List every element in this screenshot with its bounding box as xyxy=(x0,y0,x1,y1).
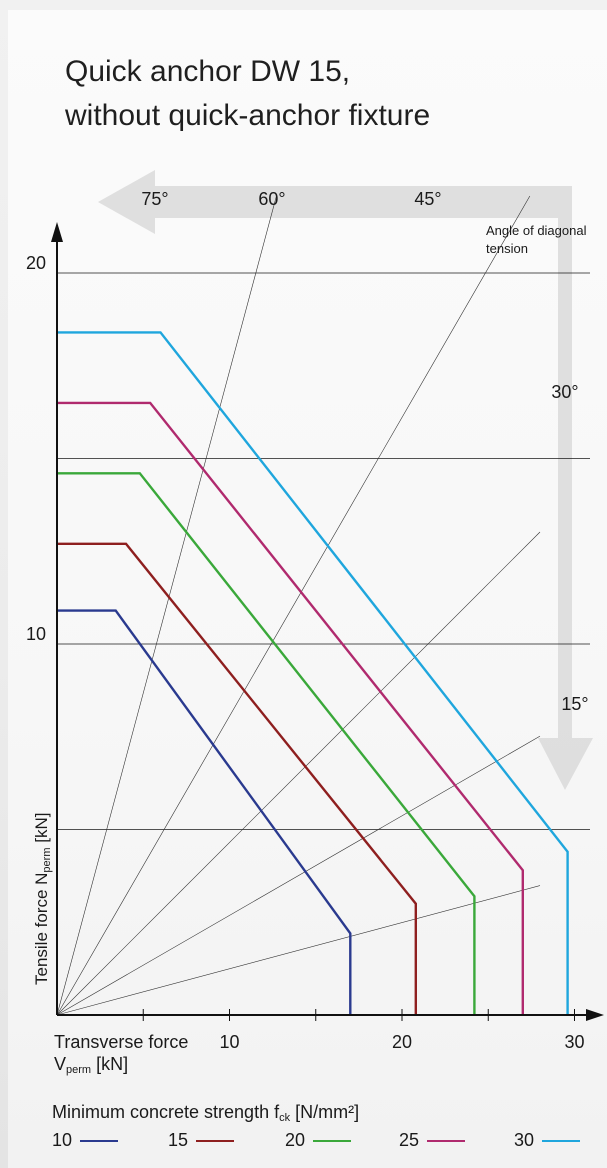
y-axis-label-sub: perm xyxy=(41,847,53,873)
legend-swatch xyxy=(196,1140,235,1143)
angle-ray-60 xyxy=(56,195,531,1016)
angle-ray-75 xyxy=(56,195,277,1016)
angle-arrow-shape xyxy=(98,170,593,790)
chart-title-line2: without quick-anchor fixture xyxy=(65,99,431,132)
legend-title-main: Minimum concrete strength f xyxy=(52,1102,280,1122)
legend-label: 15 xyxy=(168,1130,189,1150)
x-axis-arrowhead xyxy=(586,1009,604,1021)
legend-swatch xyxy=(313,1140,352,1143)
legend-label: 30 xyxy=(514,1130,535,1150)
angle-title: Angle of diagonal tension xyxy=(486,223,587,256)
tick-labels: 10 20 30 10 20 xyxy=(26,253,585,1052)
y-axis-label: Tensile force Nperm [kN] xyxy=(32,813,53,985)
y-tick-label-10: 10 xyxy=(26,624,46,644)
x-axis-label-main: V xyxy=(54,1054,67,1074)
series-line-20 xyxy=(57,472,476,1015)
legend-label: 25 xyxy=(399,1130,420,1150)
series-line-25 xyxy=(57,401,524,1015)
axes xyxy=(51,222,604,1021)
x-axis-label-sub: perm xyxy=(66,1064,92,1076)
legend-swatch xyxy=(542,1140,581,1143)
legend-title-sub: ck xyxy=(279,1112,291,1124)
legend-item-15: 15 xyxy=(168,1130,235,1151)
y-axis-arrowhead xyxy=(51,222,63,242)
legend-swatch xyxy=(80,1140,119,1143)
legend-title: Minimum concrete strength fck [N/mm²] xyxy=(52,1102,359,1124)
chart-title-line1: Quick anchor DW 15, xyxy=(65,55,351,88)
series-lines xyxy=(57,331,569,1015)
angle-ray-30 xyxy=(56,735,541,1016)
angle-label-15: 15° xyxy=(561,694,588,714)
legend-item-30: 30 xyxy=(514,1130,581,1151)
angle-ray-15 xyxy=(56,885,541,1016)
angle-labels: 75° 60° 45° 30° 15° xyxy=(141,189,588,714)
y-axis-label-main: Tensile force N xyxy=(32,872,51,985)
y-axis-label-unit: [kN] xyxy=(32,812,51,848)
angle-label-45: 45° xyxy=(414,189,441,209)
angle-label-75: 75° xyxy=(141,189,168,209)
series-line-30 xyxy=(57,331,569,1015)
series-line-10 xyxy=(57,609,352,1015)
legend-item-20: 20 xyxy=(285,1130,352,1151)
gridlines xyxy=(57,272,590,830)
legend-label: 20 xyxy=(285,1130,306,1150)
angle-label-30: 30° xyxy=(551,382,578,402)
legend-item-10: 10 xyxy=(52,1130,119,1151)
x-tick-label-30: 30 xyxy=(564,1032,584,1052)
x-tick-label-20: 20 xyxy=(392,1032,412,1052)
legend-swatch xyxy=(427,1140,466,1143)
chart-title: Quick anchor DW 15, without quick-anchor… xyxy=(65,50,430,138)
angle-label-60: 60° xyxy=(258,189,285,209)
legend-label: 10 xyxy=(52,1130,73,1150)
x-axis-label-line1: Transverse force xyxy=(54,1032,189,1052)
x-axis-label-line2: Vperm [kN] xyxy=(54,1053,188,1081)
series-line-15 xyxy=(57,542,417,1015)
angle-rays xyxy=(56,195,541,1016)
legend: 10 15 20 25 30 xyxy=(52,1130,602,1156)
x-axis-label: Transverse force Vperm [kN] xyxy=(54,1031,188,1081)
legend-title-unit: [N/mm²] xyxy=(290,1102,360,1122)
y-tick-label-20: 20 xyxy=(26,253,46,273)
legend-item-25: 25 xyxy=(399,1130,466,1151)
angle-ray-45 xyxy=(56,531,541,1016)
x-axis-label-unit: [kN] xyxy=(91,1054,129,1074)
x-tick-label-10: 10 xyxy=(219,1032,239,1052)
